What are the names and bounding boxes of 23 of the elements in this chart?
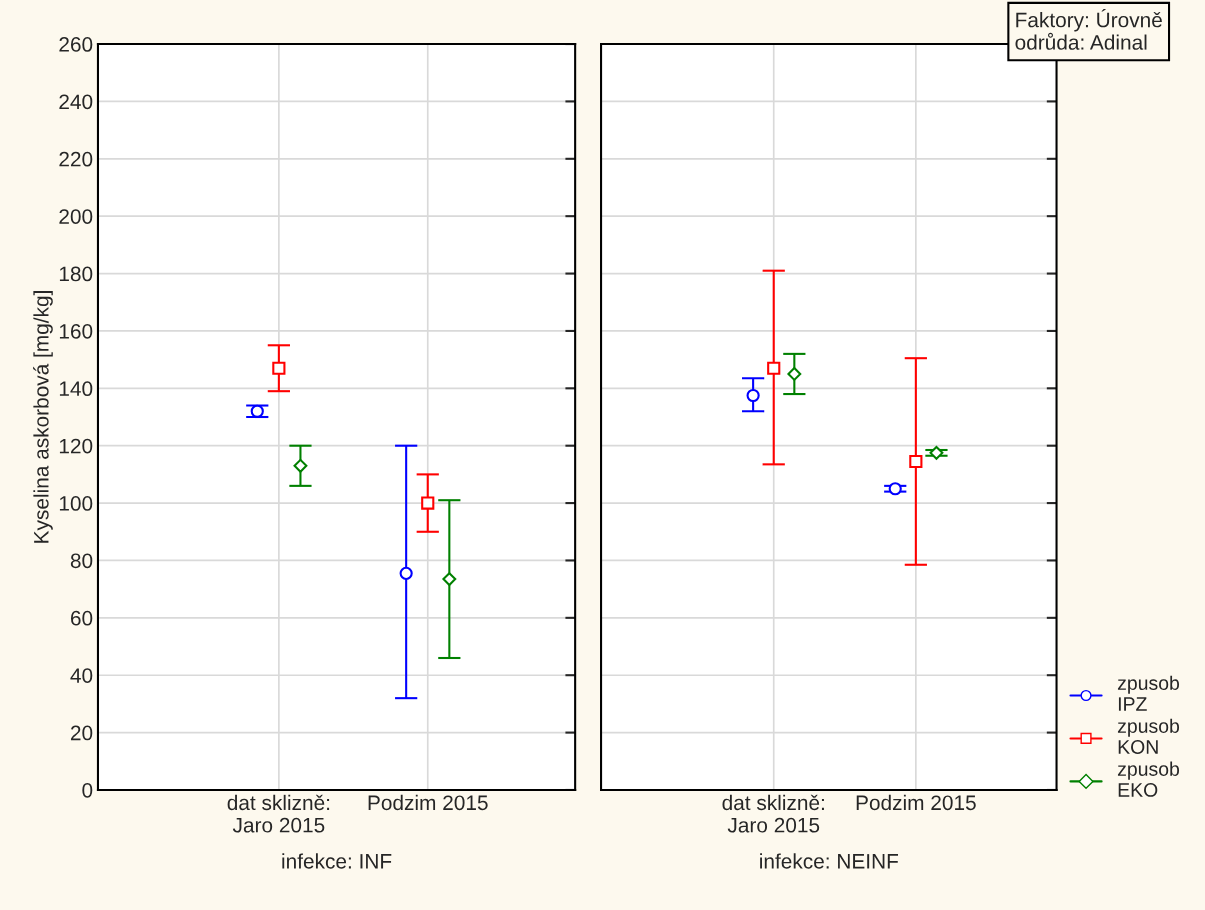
y-tick-label: 0 [82,782,93,798]
x-tick-label: Podzim 2015 [856,794,976,811]
y-tick-label: 180 [59,266,93,282]
y-tick-label: 260 [59,37,93,52]
annotation: Faktory: Úrovně odrůda: Adinal [1015,9,1162,50]
y-tick-label: 20 [70,725,93,741]
x-axis-title: infekce: INF [282,853,392,869]
legend-label: zpusob EKO [1117,761,1180,797]
y-tick-label: 220 [59,151,93,167]
y-tick-label: 240 [59,94,93,110]
x-tick-label: dat sklizně: Jaro 2015 [722,794,824,833]
x-axis-title: infekce: NEINF [760,853,899,869]
y-tick-label: 120 [59,438,93,454]
y-tick-label: 200 [59,209,93,224]
y-tick-label: 140 [59,381,93,397]
y-tick-label: 160 [59,323,93,339]
y-axis-title: Kyselina askorbová [mg/kg] [33,291,53,543]
y-tick-label: 60 [70,610,93,626]
y-tick-label: 40 [70,668,93,683]
y-tick-label: 100 [59,496,93,511]
y-tick-label: 80 [70,553,93,569]
x-tick-label: dat sklizně: Jaro 2015 [227,794,330,833]
x-tick-label: Podzim 2015 [368,794,488,811]
